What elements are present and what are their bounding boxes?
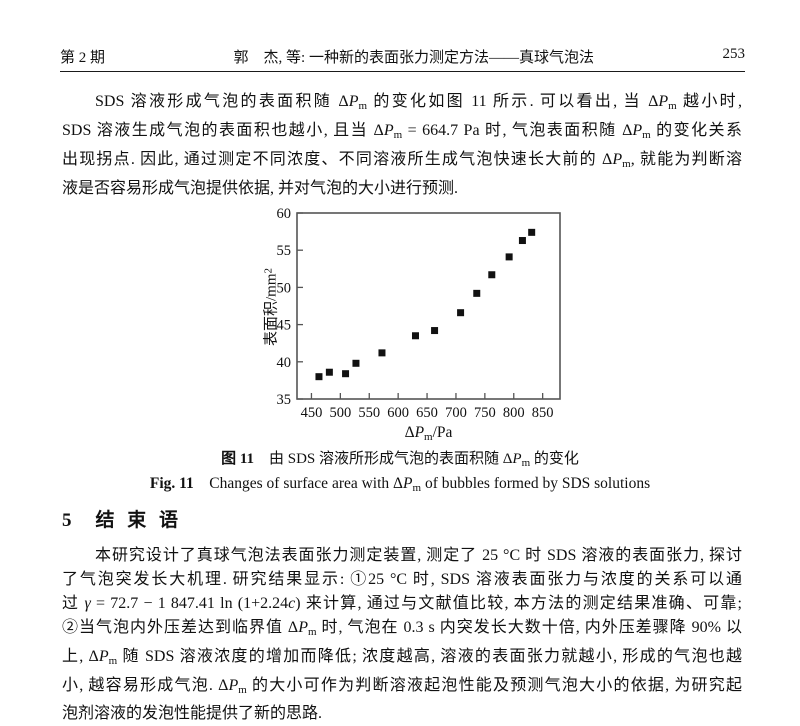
x-tick-label: 850 (532, 405, 554, 421)
x-tick-label: 800 (503, 405, 525, 421)
conclusion-paragraph: 本研究设计了真球气泡法表面张力测定装置, 测定了 25 °C 时 SDS 溶液的… (62, 544, 742, 726)
paragraph-line: SDS 溶液生成气泡的表面积也越小, 且当 ΔPm = 664.7 Pa 时, … (62, 121, 742, 141)
chart-x-axis-label: ΔPm/Pa (404, 424, 453, 443)
header-page-number: 253 (722, 46, 746, 62)
header-issue: 第 2 期 (60, 50, 106, 66)
section-heading: 5 结 束 语 (62, 505, 182, 532)
data-point (342, 370, 350, 378)
data-point (325, 368, 333, 376)
y-tick-label: 35 (277, 392, 292, 408)
data-point (411, 332, 419, 340)
paragraph-line: 液是否容易形成气泡提供依据, 并对气泡的大小进行预测. (62, 179, 459, 197)
data-point (457, 309, 465, 317)
paragraph-line: 上, ΔPm 随 SDS 溶液浓度的增加而降低; 浓度越高, 溶液的表面张力就越… (62, 647, 742, 667)
paragraph-line: 了气泡突发长大机理. 研究结果显示: ①25 °C 时, SDS 溶液表面张力与… (62, 570, 742, 588)
data-point (528, 228, 536, 236)
paragraph-line: SDS 溶液形成气泡的表面积随 ΔPm 的变化如图 11 所示. 可以看出, 当… (95, 93, 742, 112)
paragraph-line: ②当气泡内外压差达到临界值 ΔPm 时, 气泡在 0.3 s 内突发长大数十倍,… (62, 618, 742, 638)
data-point (505, 253, 513, 261)
body-paragraph: SDS 溶液形成气泡的表面积随 ΔPm 的变化如图 11 所示. 可以看出, 当… (62, 90, 742, 201)
paragraph-line: 泡剂溶液的发泡性能提供了新的思路. (62, 705, 323, 723)
chart-plot-box (296, 212, 561, 400)
data-point (473, 289, 481, 297)
figure-caption-chinese: 图 11 由 SDS 溶液所形成气泡的表面积随 ΔPm 的变化 (221, 451, 579, 469)
header-title: 郭 杰, 等: 一种新的表面张力测定方法——真球气泡法 (233, 50, 594, 66)
x-tick-label: 500 (329, 405, 351, 421)
y-tick-label: 50 (277, 280, 292, 296)
y-tick-label: 45 (277, 318, 292, 334)
data-point (378, 349, 386, 357)
data-point (315, 373, 323, 381)
y-tick-label: 55 (277, 243, 292, 259)
chart-y-axis-label: 表面积/mm2 (262, 268, 280, 347)
y-tick-label: 40 (277, 355, 292, 371)
data-point (488, 271, 496, 279)
paragraph-line: 本研究设计了真球气泡法表面张力测定装置, 测定了 25 °C 时 SDS 溶液的… (95, 547, 742, 564)
paragraph-line: 小, 越容易形成气泡. ΔPm 的大小可作为判断溶液起泡性能及预测气泡大小的依据… (62, 676, 742, 696)
paragraph-line: 出现拐点. 因此, 通过测定不同浓度、不同溶液所生成气泡快速长大前的 ΔPm, … (62, 150, 742, 170)
x-tick-label: 750 (474, 405, 496, 421)
figure-caption-english: Fig. 11 Changes of surface area with ΔPm… (149, 475, 651, 494)
x-tick-label: 700 (445, 405, 467, 421)
data-point (518, 237, 526, 245)
section-number: 5 (62, 510, 72, 531)
x-tick-label: 550 (358, 405, 380, 421)
paragraph-line: 过 γ = 72.7 − 1 847.41 ln (1+2.24c) 来计算, … (62, 594, 742, 612)
x-tick-label: 650 (416, 405, 438, 421)
section-title: 结 束 语 (95, 510, 183, 531)
data-point (431, 327, 439, 335)
x-tick-label: 450 (301, 405, 323, 421)
x-tick-label: 600 (387, 405, 409, 421)
running-header: 第 2 期 郭 杰, 等: 一种新的表面张力测定方法——真球气泡法 253 (60, 46, 745, 72)
y-tick-label: 60 (277, 206, 292, 222)
figure-11: 450 500 550 600 650 700 750 800 850 35 40 45 50 55 60 … (250, 205, 580, 445)
data-point (352, 359, 360, 367)
scatter-chart: 450 500 550 600 650 700 750 800 850 35 40 45 50 55 60 (277, 206, 561, 421)
